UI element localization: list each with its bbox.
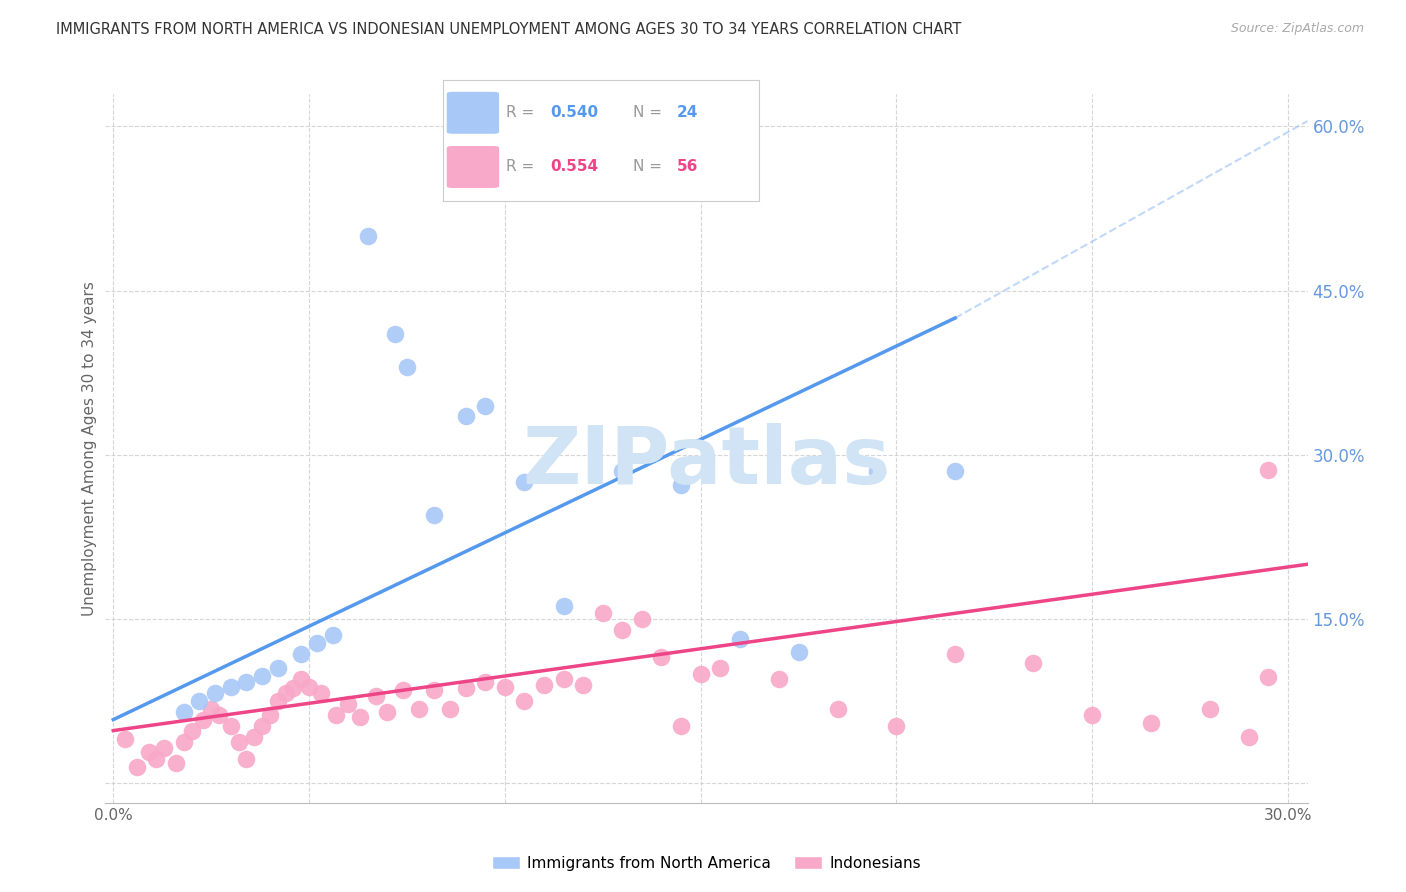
Point [494, 680, 516, 694]
Point [669, 478, 692, 492]
Point [787, 645, 810, 659]
Point [513, 475, 536, 490]
Point [866, 464, 889, 478]
Point [553, 672, 575, 686]
Point [357, 228, 380, 243]
Point [193, 713, 215, 727]
Point [474, 399, 496, 413]
Point [364, 689, 387, 703]
Point [208, 708, 231, 723]
Y-axis label: Unemployment Among Ages 30 to 34 years: Unemployment Among Ages 30 to 34 years [82, 281, 97, 615]
Point [188, 694, 211, 708]
Text: N =: N = [633, 160, 666, 175]
Point [200, 701, 222, 715]
Point [377, 705, 399, 719]
Point [274, 686, 297, 700]
Text: R =: R = [506, 160, 540, 175]
Point [612, 464, 634, 478]
Point [533, 678, 555, 692]
Point [349, 710, 371, 724]
Text: Source: ZipAtlas.com: Source: ZipAtlas.com [1230, 22, 1364, 36]
Point [125, 760, 148, 774]
Point [250, 669, 273, 683]
Text: 0.554: 0.554 [550, 160, 599, 175]
Point [669, 719, 692, 733]
Point [305, 636, 328, 650]
Point [290, 647, 312, 661]
Point [1257, 463, 1279, 477]
Point [283, 681, 305, 695]
Point [886, 719, 908, 733]
Point [219, 719, 242, 733]
Point [943, 464, 966, 478]
Point [553, 599, 575, 613]
Point [709, 661, 731, 675]
Point [943, 647, 966, 661]
Point [1140, 715, 1163, 730]
Point [474, 675, 496, 690]
Point [309, 686, 332, 700]
Point [454, 409, 477, 424]
Point [689, 666, 711, 681]
Point [290, 672, 312, 686]
Point [1257, 670, 1279, 684]
Point [145, 752, 167, 766]
Point [153, 741, 176, 756]
Point [173, 705, 195, 719]
FancyBboxPatch shape [446, 145, 501, 188]
Point [337, 698, 360, 712]
Point [392, 683, 415, 698]
Point [235, 752, 257, 766]
Point [827, 701, 849, 715]
Point [180, 723, 202, 738]
Point [728, 632, 751, 646]
Point [298, 680, 321, 694]
Point [243, 730, 266, 744]
Point [322, 628, 344, 642]
Point [228, 734, 250, 748]
Point [219, 680, 242, 694]
Point [439, 701, 461, 715]
Point [1022, 656, 1045, 670]
Point [235, 675, 257, 690]
Point [384, 327, 406, 342]
Point [631, 612, 654, 626]
Point [250, 719, 273, 733]
Point [423, 508, 446, 522]
Point [612, 623, 634, 637]
Point [1237, 730, 1260, 744]
Point [114, 732, 136, 747]
Point [1198, 701, 1220, 715]
Point [408, 701, 430, 715]
FancyBboxPatch shape [446, 91, 501, 135]
Point [267, 694, 290, 708]
Text: N =: N = [633, 105, 666, 120]
Legend: Immigrants from North America, Indonesians: Immigrants from North America, Indonesia… [486, 849, 927, 877]
Point [1081, 708, 1104, 723]
Point [204, 686, 226, 700]
Text: 0.540: 0.540 [550, 105, 599, 120]
Text: ZIPatlas: ZIPatlas [523, 424, 890, 501]
Text: R =: R = [506, 105, 540, 120]
Point [395, 360, 418, 375]
Point [768, 672, 790, 686]
Point [423, 683, 446, 698]
Point [650, 650, 672, 665]
Text: 24: 24 [678, 105, 699, 120]
Point [165, 756, 187, 771]
Point [572, 678, 595, 692]
Point [138, 746, 160, 760]
Point [259, 708, 281, 723]
Point [454, 681, 477, 695]
Point [173, 734, 195, 748]
Point [513, 694, 536, 708]
Text: IMMIGRANTS FROM NORTH AMERICA VS INDONESIAN UNEMPLOYMENT AMONG AGES 30 TO 34 YEA: IMMIGRANTS FROM NORTH AMERICA VS INDONES… [56, 22, 962, 37]
Point [592, 607, 614, 621]
Text: 56: 56 [678, 160, 699, 175]
Point [325, 708, 347, 723]
Point [267, 661, 290, 675]
